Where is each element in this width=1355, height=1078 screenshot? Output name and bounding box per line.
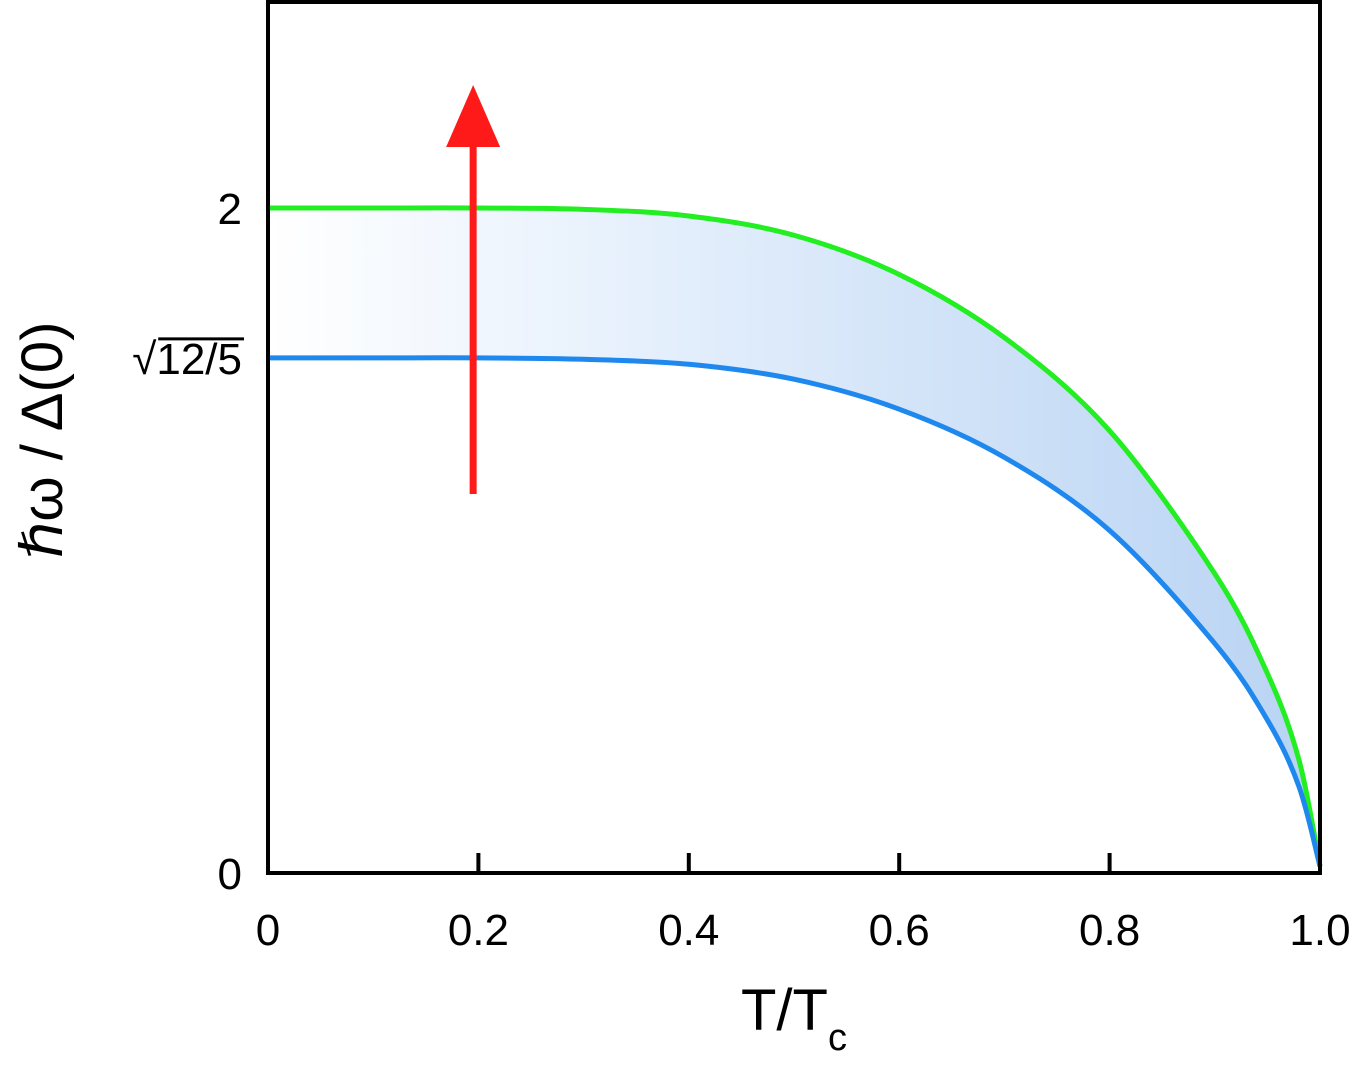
- y-axis-title: ℏω / Δ(0): [10, 322, 75, 559]
- y-tick-label: 2: [218, 185, 242, 234]
- x-tick-label: 0.6: [869, 906, 930, 955]
- shaded-band: [268, 207, 1320, 867]
- x-axis-title: T/Tc: [741, 978, 847, 1059]
- x-tick-label: 0: [256, 906, 280, 955]
- x-tick-label: 0.8: [1079, 906, 1140, 955]
- plot-frame: [266, 0, 1322, 875]
- x-tick-label: 1.0: [1289, 906, 1350, 955]
- series-line-upper: [267, 205, 1323, 867]
- x-tick-label: 0.2: [448, 906, 509, 955]
- y-tick-label: 0: [218, 850, 242, 899]
- series-line-lower: [267, 355, 1323, 867]
- x-tick-label: 0.4: [658, 906, 719, 955]
- y-tick-label: √12/5: [132, 335, 242, 384]
- red-arrow-icon: [446, 84, 501, 494]
